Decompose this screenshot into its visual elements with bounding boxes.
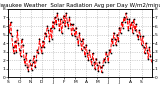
Title: Milwaukee Weather  Solar Radiation Avg per Day W/m2/minute: Milwaukee Weather Solar Radiation Avg pe… — [0, 3, 160, 8]
